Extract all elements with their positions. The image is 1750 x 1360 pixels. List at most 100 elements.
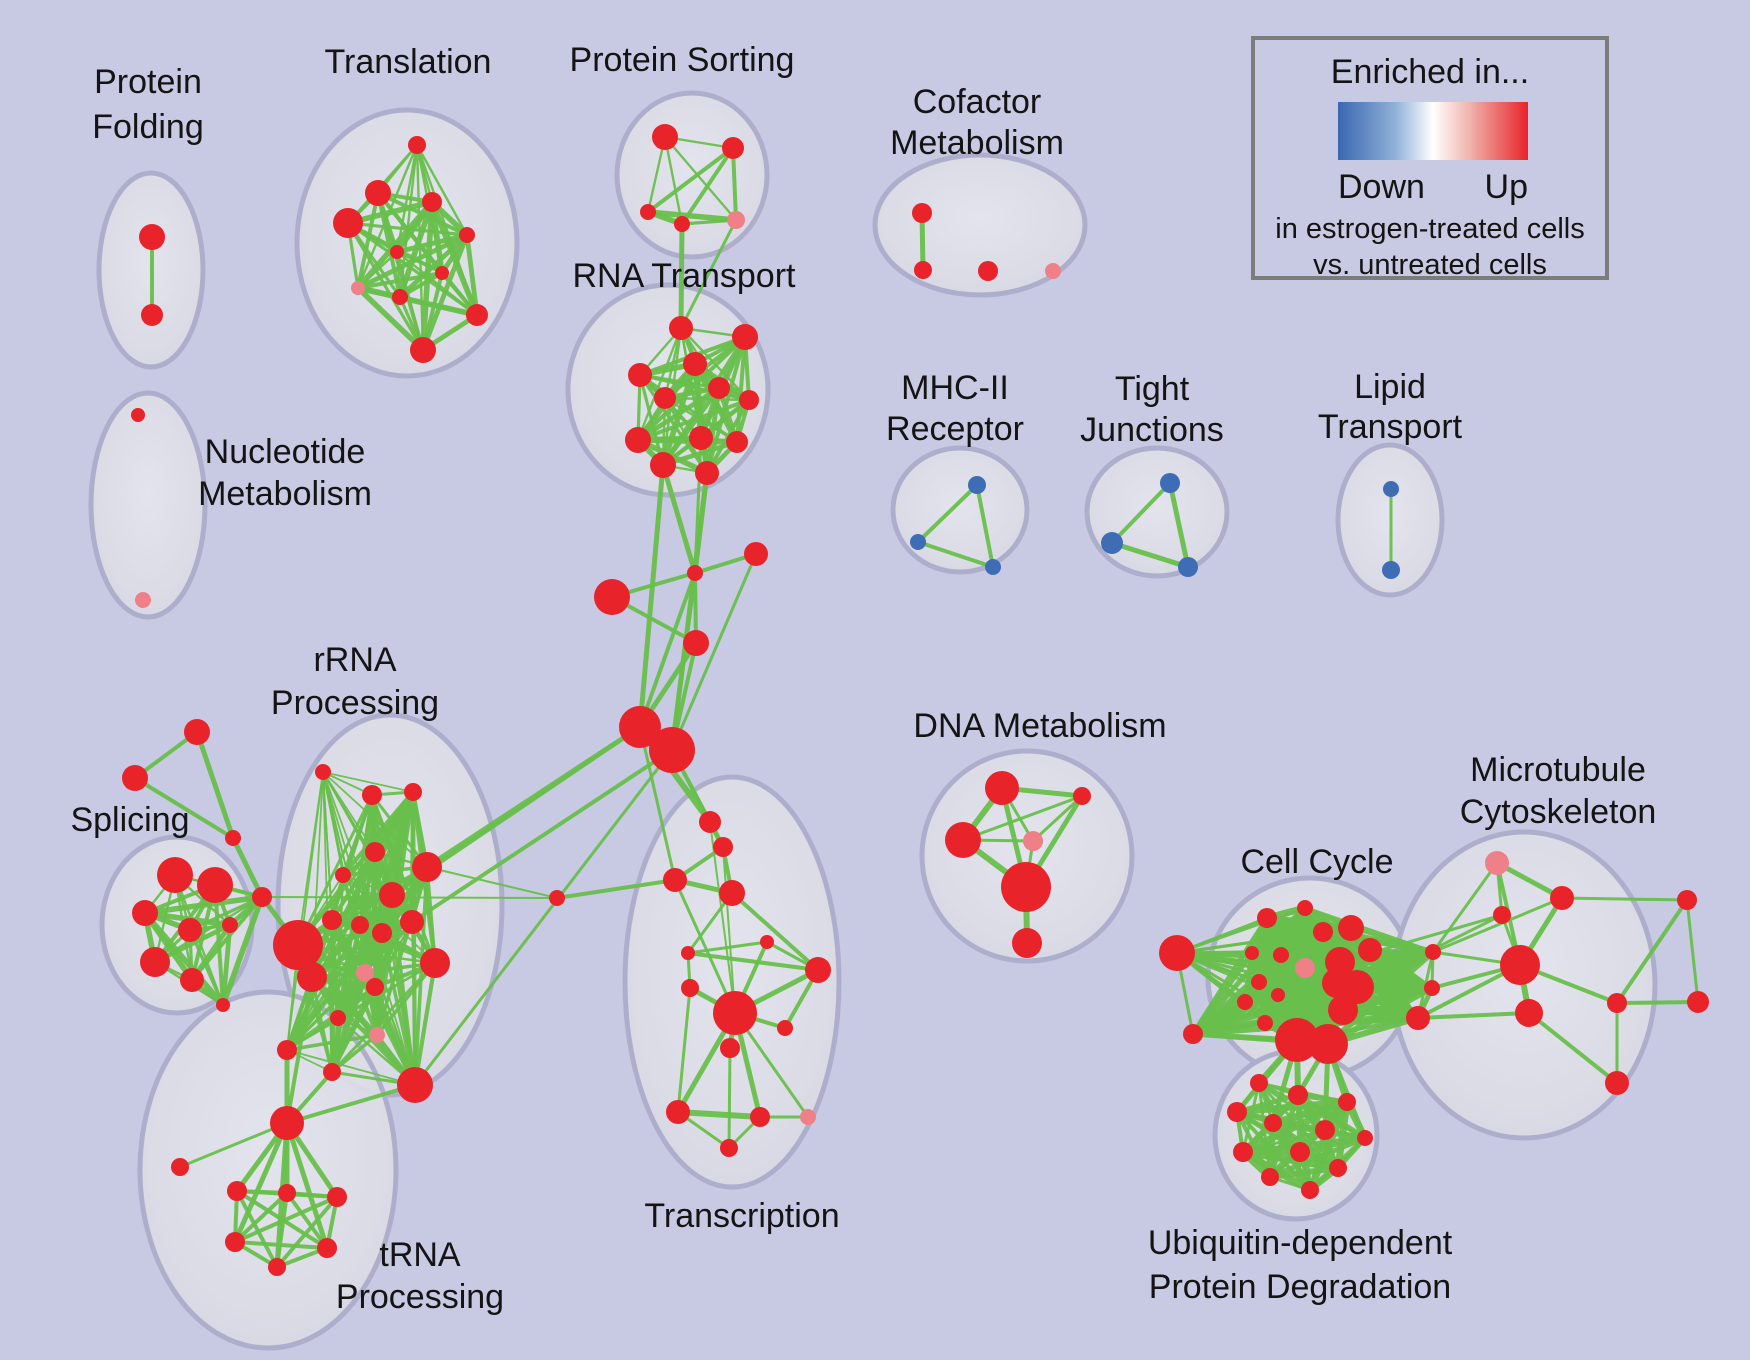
ubiquitin-degradation-node xyxy=(1227,1102,1247,1122)
ubiquitin-degradation-node xyxy=(1264,1114,1282,1132)
translation-edge xyxy=(346,221,469,237)
trna-processing--rrna-processing-link xyxy=(285,975,314,1125)
splicing-edge xyxy=(142,910,226,1008)
central-hub--transcription-link xyxy=(638,725,677,882)
cell-cycle-node xyxy=(1358,938,1382,962)
cell-cycle-node xyxy=(1340,970,1374,1004)
rrna-processing-edge xyxy=(425,865,437,965)
central-hub--rrna-processing-link xyxy=(413,748,674,1087)
mhc-ii-receptor-edge xyxy=(916,540,995,569)
translation-edge xyxy=(394,232,470,255)
mhc-ii-receptor-edge xyxy=(916,483,979,544)
cell-cycle-node xyxy=(1313,922,1333,942)
microtubule-cytoskeleton-node xyxy=(1607,993,1627,1013)
rrna-processing-label: rRNA xyxy=(313,641,396,679)
nucleotide-metabolism-label: Metabolism xyxy=(198,475,372,513)
rna-transport-edge xyxy=(735,335,747,444)
splicing-edge xyxy=(190,895,264,982)
rrna-processing-node xyxy=(351,916,369,934)
transcription-node xyxy=(666,1100,690,1124)
tight-junctions-node xyxy=(1160,473,1180,493)
ubiquitin-degradation-node xyxy=(1329,1159,1347,1177)
transcription-label: Transcription xyxy=(644,1197,839,1235)
rrna-processing-edge xyxy=(285,1033,379,1052)
rna-chain-node xyxy=(594,579,630,615)
rrna-processing-edge xyxy=(411,921,416,1086)
mhc-ii-receptor-label: Receptor xyxy=(886,410,1024,448)
rna-transport-node xyxy=(625,427,651,453)
protein-sorting-node xyxy=(727,211,745,229)
dna-metabolism-edge xyxy=(1031,794,1084,843)
cell-cycle-node xyxy=(1245,946,1259,960)
rrna-processing-node xyxy=(297,962,327,992)
cofactor-metabolism-node xyxy=(1045,263,1061,279)
nucleotide-metabolism-region xyxy=(88,390,208,620)
rrna-processing-edge xyxy=(286,1049,416,1086)
cofactor-metabolism-node xyxy=(912,203,932,223)
cell-cycle-node xyxy=(1183,1024,1203,1044)
nucleotide-metabolism-label: Nucleotide xyxy=(205,433,366,471)
translation-edge xyxy=(395,250,444,275)
protein-sorting--rna-transport-link xyxy=(679,218,738,330)
trna-processing-node xyxy=(171,1158,189,1176)
translation-edge xyxy=(356,191,380,290)
trna-processing-node xyxy=(327,1187,347,1207)
rna-transport-node xyxy=(689,426,713,450)
dna-metabolism-node xyxy=(1012,928,1042,958)
rrna-processing-node xyxy=(369,1027,385,1043)
cell-cycle-edge xyxy=(1250,926,1353,955)
cofactor-metabolism-label: Metabolism xyxy=(890,124,1064,162)
microtubule-cytoskeleton-node xyxy=(1677,890,1697,910)
cell-cycle-edge xyxy=(1325,949,1436,1047)
microtubule-cytoskeleton-label: Cytoskeleton xyxy=(1460,793,1657,831)
trna-processing--rrna-processing-link xyxy=(285,1083,417,1125)
free-triangle-edge xyxy=(133,776,235,840)
protein-folding-node xyxy=(141,304,163,326)
ubiquitin-degradation-node xyxy=(1315,1120,1335,1140)
transcription-edge xyxy=(676,986,692,1114)
free-triangle-node xyxy=(225,830,241,846)
cell-cycle-node xyxy=(1257,1015,1273,1031)
ubiquitin-degradation-label: Ubiquitin-dependent xyxy=(1148,1224,1453,1262)
rna-transport-label: RNA Transport xyxy=(573,257,797,295)
trna-processing-node xyxy=(317,1238,337,1258)
rna-transport-node xyxy=(732,324,758,350)
microtubule-cytoskeleton-node xyxy=(1493,906,1511,924)
protein-sorting-region xyxy=(614,90,770,260)
mhc-ii-receptor-node xyxy=(910,534,926,550)
central-hub-node xyxy=(619,706,661,748)
rrna-processing-edge xyxy=(311,921,413,978)
splicing-node xyxy=(252,887,272,907)
splicing-edge xyxy=(220,894,265,1008)
translation-node xyxy=(333,208,363,238)
rrna-processing-edge xyxy=(342,874,413,923)
cluster-labels: Protein Folding Translation Protein Sorting… xyxy=(70,41,1656,1316)
translation-edge xyxy=(429,199,480,318)
microtubule-cytoskeleton-edge xyxy=(1494,860,1565,901)
protein-sorting-edge xyxy=(663,135,738,222)
transcription-node xyxy=(663,868,687,892)
translation-edge xyxy=(355,285,426,353)
tight-junctions-edge xyxy=(1167,480,1191,570)
protein-folding-node xyxy=(139,224,165,250)
lipid-transport-label: Transport xyxy=(1318,408,1463,446)
rrna-processing-node xyxy=(400,910,424,934)
splicing-edge xyxy=(188,895,264,932)
ubiquitin-degradation-edge xyxy=(1267,1165,1341,1180)
rrna-processing-node xyxy=(322,910,342,930)
transcription-node xyxy=(699,811,721,833)
microtubule-cytoskeleton-node xyxy=(1687,991,1709,1013)
protein-sorting--rna-transport-link xyxy=(678,221,685,331)
tight-junctions-edge xyxy=(1110,481,1172,545)
legend-caption-line2: vs. untreated cells xyxy=(1313,249,1547,281)
rna-chain-node xyxy=(687,565,703,581)
protein-sorting-edge xyxy=(663,135,684,226)
dna-metabolism-edge xyxy=(961,794,1084,842)
transcription-edge xyxy=(709,821,736,1014)
ubiquitin-degradation-node xyxy=(1301,1181,1319,1199)
trna-processing-label: Processing xyxy=(336,1278,504,1316)
cell-cycle-node xyxy=(1275,1018,1319,1062)
trna-processing-edge xyxy=(275,1195,339,1269)
splicing-node xyxy=(197,867,233,903)
cell-cycle-node xyxy=(1295,958,1315,978)
